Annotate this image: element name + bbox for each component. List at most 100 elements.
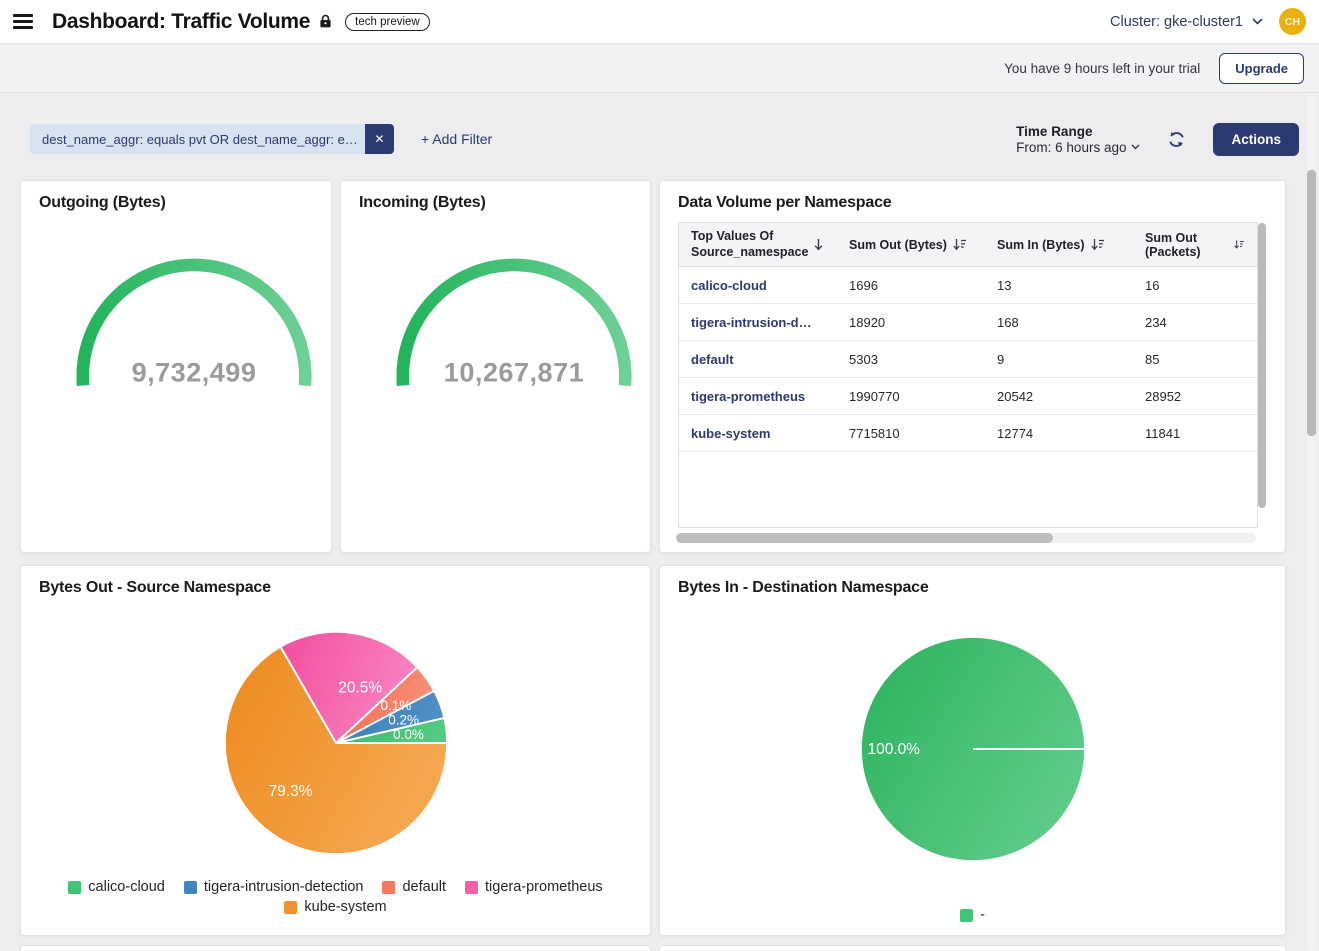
column-header-sum-out-packets[interactable]: Sum Out (Packets): [1133, 223, 1257, 266]
time-range-title: Time Range: [1016, 123, 1093, 139]
namespace-link[interactable]: kube-system: [691, 425, 771, 441]
filter-toolbar: dest_name_aggr: equals pvt OR dest_name_…: [30, 122, 1299, 156]
table-horizontal-scrollbar-track: [676, 533, 1256, 543]
time-range-value: From: 6 hours ago: [1016, 139, 1127, 155]
namespace-link[interactable]: default: [691, 351, 734, 367]
legend-label: calico-cloud: [88, 879, 165, 895]
cluster-selector-label: Cluster: gke-cluster1: [1110, 13, 1243, 30]
time-range-selector[interactable]: From: 6 hours ago: [1016, 140, 1140, 155]
legend-label: kube-system: [304, 899, 387, 915]
legend-item[interactable]: -: [960, 907, 985, 923]
namespace-link[interactable]: tigera-prometheus: [691, 388, 806, 404]
sum-out-packets-cell: 85: [1145, 351, 1160, 367]
legend-swatch: [960, 908, 974, 922]
outgoing-gauge-chart: 9,732,499: [76, 258, 312, 388]
sum-out-bytes-cell: 7715810: [849, 425, 900, 441]
data-volume-table-card: Data Volume per Namespace Top Values Of …: [659, 180, 1286, 553]
chevron-down-icon: [1252, 18, 1263, 25]
bytes-in-pie-card: Bytes In - Destination Namespace 100.0% …: [659, 565, 1286, 936]
card-title: Bytes In - Destination Namespace: [678, 579, 929, 596]
sum-out-bytes-cell: 1990770: [849, 388, 900, 404]
table-row: default 5303 9 85: [679, 341, 1257, 378]
filter-chip-label: dest_name_aggr: equals pvt OR dest_name_…: [30, 124, 365, 154]
card-title: Data Volume per Namespace: [678, 194, 892, 211]
pie-slice-all: [861, 637, 1084, 861]
incoming-gauge-chart: 10,267,871: [396, 258, 632, 388]
lock-icon: [319, 14, 332, 29]
dashboard-grid: Outgoing (Bytes) 9,732,499 Incoming (Byt…: [0, 180, 1319, 951]
sum-out-packets-cell: 16: [1145, 277, 1160, 293]
chevron-down-icon: [1132, 144, 1140, 150]
legend-item[interactable]: default: [382, 879, 446, 895]
pie-percent-label: 0.2%: [388, 713, 419, 728]
sum-in-bytes-cell: 13: [997, 277, 1012, 293]
column-header-label: Top Values Of: [691, 228, 774, 243]
actions-button[interactable]: Actions: [1213, 122, 1299, 156]
partial-card: [20, 945, 651, 951]
pie-slice-kube-system: [223, 645, 448, 856]
sort-icon: [1090, 239, 1104, 251]
refresh-icon[interactable]: [1166, 129, 1187, 150]
avatar[interactable]: CH: [1279, 8, 1306, 35]
namespace-table: Top Values Of Source_namespace Sum Out (…: [678, 222, 1258, 528]
column-header-source-namespace[interactable]: Top Values Of Source_namespace: [679, 223, 837, 266]
legend-swatch: [183, 880, 197, 894]
legend-item[interactable]: kube-system: [284, 899, 387, 915]
sum-out-packets-cell: 234: [1145, 314, 1167, 330]
bytes-out-pie-card: Bytes Out - Source Namespace 20.5%: [20, 565, 651, 936]
table-row: tigera-prometheus 1990770 20542 28952: [679, 378, 1257, 415]
page-title: Dashboard: Traffic Volume: [52, 9, 311, 33]
table-vertical-scrollbar[interactable]: [1258, 223, 1266, 508]
outgoing-bytes-card: Outgoing (Bytes) 9,732,499: [20, 180, 332, 553]
legend-swatch: [382, 880, 396, 894]
filter-chip[interactable]: dest_name_aggr: equals pvt OR dest_name_…: [30, 124, 394, 154]
page-scrollbar[interactable]: [1307, 170, 1316, 436]
legend-label: default: [402, 879, 447, 895]
pie-percent-label: 0.0%: [393, 727, 424, 742]
incoming-bytes-card: Incoming (Bytes) 10,267,871: [340, 180, 651, 553]
cluster-selector[interactable]: Cluster: gke-cluster1: [1110, 14, 1263, 30]
legend-item[interactable]: tigera-prometheus: [465, 879, 603, 895]
sum-in-bytes-cell: 9: [997, 351, 1005, 367]
top-bar: Dashboard: Traffic Volume tech preview C…: [0, 0, 1319, 44]
legend-swatch: [465, 880, 479, 894]
sum-in-bytes-cell: 20542: [997, 388, 1034, 404]
table-row: calico-cloud 1696 13 16: [679, 267, 1257, 304]
pie-legend: calico-cloud tigera-intrusion-detection …: [39, 879, 632, 915]
sum-out-bytes-cell: 1696: [849, 277, 878, 293]
legend-swatch: [284, 900, 298, 914]
namespace-link[interactable]: tigera-intrusion-d…: [691, 314, 812, 330]
menu-icon[interactable]: [13, 14, 33, 29]
toolbar-right: Time Range From: 6 hours ago Actions: [1016, 122, 1299, 156]
sum-out-bytes-cell: 5303: [849, 351, 878, 367]
sum-out-packets-cell: 11841: [1145, 425, 1181, 441]
card-title: Outgoing (Bytes): [39, 194, 166, 211]
time-range: Time Range From: 6 hours ago: [1016, 124, 1140, 155]
sum-out-bytes-cell: 18920: [849, 314, 886, 330]
sort-direction-icon: [815, 239, 823, 251]
namespace-link[interactable]: calico-cloud: [691, 277, 767, 293]
tech-preview-badge: tech preview: [345, 12, 430, 31]
column-header-label: Source_namespace: [691, 244, 809, 259]
sort-icon: [953, 239, 966, 251]
column-header-label: Sum Out (Packets): [1145, 230, 1201, 259]
legend-label: -: [980, 907, 985, 923]
close-icon[interactable]: ✕: [365, 124, 394, 154]
add-filter-button[interactable]: + Add Filter: [421, 131, 493, 147]
table-row: tigera-intrusion-d… 18920 168 234: [679, 304, 1257, 341]
column-header-label: Sum In (Bytes): [997, 237, 1085, 252]
legend-label: tigera-prometheus: [485, 879, 603, 895]
bytes-in-pie-chart: 100.0%: [861, 637, 1084, 861]
trial-message: You have 9 hours left in your trial: [1004, 60, 1201, 76]
column-header-label: Sum Out (Bytes): [849, 237, 947, 252]
legend-item[interactable]: calico-cloud: [68, 879, 165, 895]
table-horizontal-scrollbar[interactable]: [676, 533, 1053, 543]
upgrade-button[interactable]: Upgrade: [1219, 52, 1304, 84]
partial-card: [659, 945, 1286, 951]
legend-item[interactable]: tigera-intrusion-detection: [183, 879, 363, 895]
table-header-row: Top Values Of Source_namespace Sum Out (…: [679, 223, 1257, 267]
column-header-sum-out-bytes[interactable]: Sum Out (Bytes): [837, 223, 985, 266]
column-header-sum-in-bytes[interactable]: Sum In (Bytes): [985, 223, 1133, 266]
legend-swatch: [68, 880, 82, 894]
card-title: Incoming (Bytes): [359, 194, 486, 211]
